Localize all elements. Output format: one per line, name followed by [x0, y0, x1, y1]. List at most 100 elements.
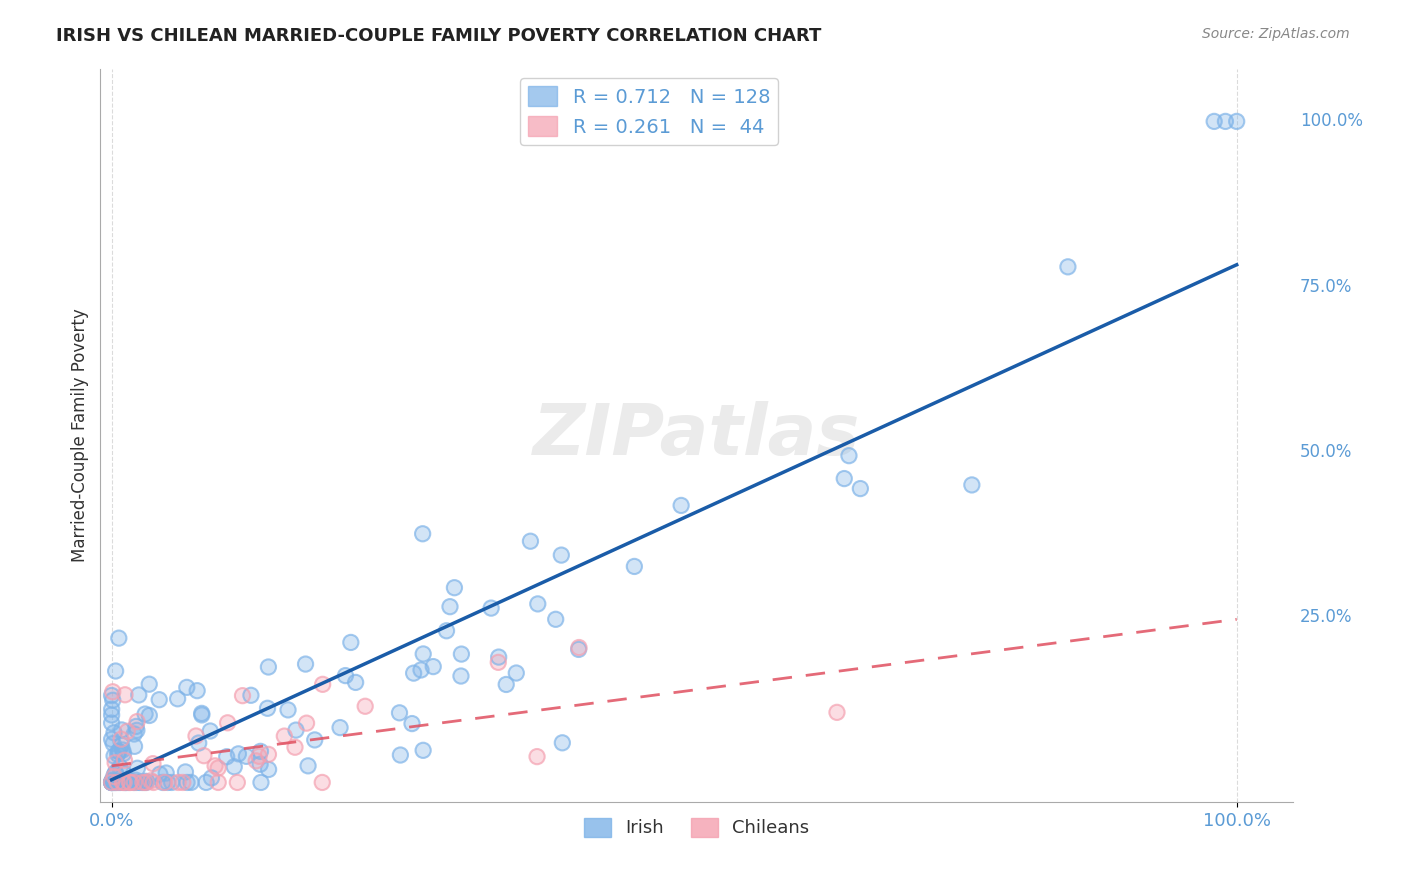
- Point: [127, 761, 149, 775]
- Point: [167, 775, 190, 789]
- Point: [412, 526, 434, 541]
- Point: [124, 775, 146, 789]
- Point: [111, 723, 134, 737]
- Point: [108, 760, 131, 774]
- Point: [101, 775, 124, 789]
- Point: [1057, 260, 1080, 274]
- Point: [114, 775, 136, 789]
- Point: [104, 775, 127, 789]
- Point: [125, 723, 148, 738]
- Point: [104, 775, 127, 789]
- Point: [247, 749, 270, 764]
- Point: [1226, 114, 1249, 128]
- Point: [117, 775, 139, 789]
- Point: [284, 723, 307, 738]
- Point: [160, 775, 183, 789]
- Point: [125, 719, 148, 733]
- Point: [304, 733, 326, 747]
- Point: [101, 773, 124, 788]
- Point: [100, 775, 122, 789]
- Text: ZIPatlas: ZIPatlas: [533, 401, 860, 470]
- Point: [114, 775, 136, 789]
- Point: [104, 766, 127, 780]
- Point: [124, 775, 146, 789]
- Point: [231, 689, 253, 703]
- Point: [519, 534, 541, 549]
- Point: [1215, 114, 1237, 128]
- Point: [100, 716, 122, 731]
- Point: [100, 775, 122, 789]
- Point: [142, 756, 165, 771]
- Point: [125, 723, 148, 738]
- Point: [239, 688, 262, 702]
- Point: [108, 745, 131, 759]
- Point: [101, 737, 124, 751]
- Point: [825, 706, 848, 720]
- Point: [256, 701, 278, 715]
- Point: [1204, 114, 1226, 128]
- Point: [101, 775, 124, 789]
- Point: [118, 775, 141, 789]
- Point: [103, 725, 125, 739]
- Point: [122, 727, 145, 741]
- Point: [388, 706, 411, 720]
- Point: [142, 775, 165, 789]
- Point: [200, 724, 222, 739]
- Point: [104, 756, 127, 770]
- Point: [125, 775, 148, 789]
- Point: [257, 747, 280, 762]
- Point: [250, 775, 273, 789]
- Point: [172, 775, 194, 789]
- Point: [110, 738, 132, 752]
- Point: [103, 775, 125, 789]
- Point: [247, 749, 270, 764]
- Point: [108, 631, 131, 645]
- Point: [142, 756, 165, 771]
- Point: [195, 775, 218, 789]
- Point: [526, 749, 548, 764]
- Point: [125, 775, 148, 789]
- Point: [153, 775, 176, 789]
- Point: [132, 775, 155, 789]
- Point: [550, 548, 572, 562]
- Point: [200, 771, 222, 785]
- Point: [193, 748, 215, 763]
- Point: [568, 640, 591, 655]
- Point: [825, 706, 848, 720]
- Point: [167, 775, 190, 789]
- Point: [110, 738, 132, 752]
- Point: [486, 656, 509, 670]
- Point: [125, 773, 148, 788]
- Point: [422, 659, 444, 673]
- Point: [124, 739, 146, 754]
- Point: [402, 666, 425, 681]
- Point: [176, 775, 198, 789]
- Point: [111, 743, 134, 757]
- Point: [228, 747, 250, 761]
- Point: [311, 677, 333, 691]
- Point: [108, 760, 131, 774]
- Point: [187, 736, 209, 750]
- Point: [195, 775, 218, 789]
- Point: [257, 763, 280, 777]
- Point: [249, 757, 271, 772]
- Point: [284, 740, 307, 755]
- Point: [135, 775, 157, 789]
- Point: [568, 642, 591, 657]
- Point: [304, 733, 326, 747]
- Point: [551, 736, 574, 750]
- Point: [224, 760, 246, 774]
- Point: [439, 599, 461, 614]
- Point: [152, 775, 174, 789]
- Point: [526, 749, 548, 764]
- Point: [148, 692, 170, 706]
- Point: [226, 775, 249, 789]
- Point: [128, 775, 150, 789]
- Text: Source: ZipAtlas.com: Source: ZipAtlas.com: [1202, 27, 1350, 41]
- Point: [104, 664, 127, 678]
- Point: [135, 775, 157, 789]
- Point: [191, 707, 214, 722]
- Point: [245, 754, 267, 768]
- Point: [114, 688, 136, 702]
- Point: [103, 769, 125, 783]
